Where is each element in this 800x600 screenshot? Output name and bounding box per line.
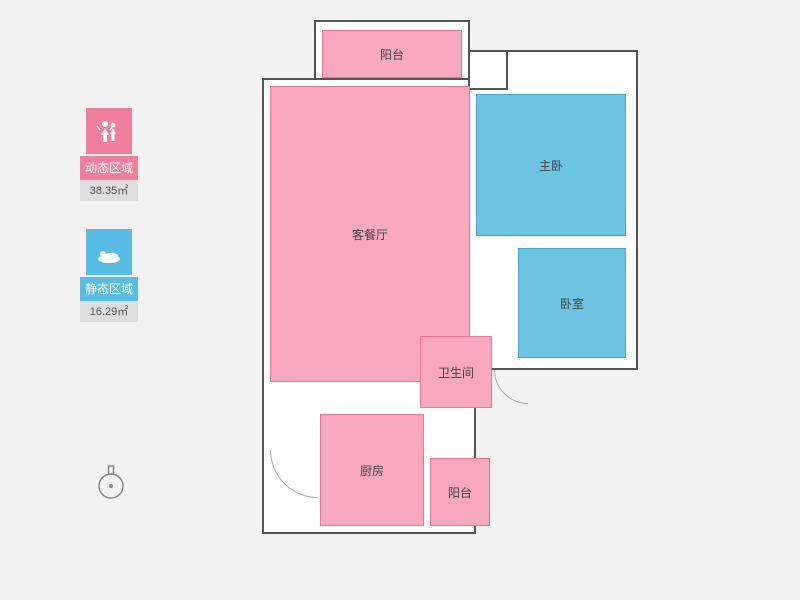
room-master: 主卧 xyxy=(476,94,626,236)
room-label: 阳台 xyxy=(448,484,472,501)
room-label: 主卧 xyxy=(539,157,563,174)
people-icon xyxy=(86,108,132,154)
room-bedroom: 卧室 xyxy=(518,248,626,358)
room-label: 卧室 xyxy=(560,295,584,312)
compass-icon xyxy=(94,462,128,496)
legend-dynamic-label: 动态区域 xyxy=(80,156,138,180)
door-arc xyxy=(494,370,528,404)
room-balcony_bot: 阳台 xyxy=(430,458,490,526)
room-label: 卫生间 xyxy=(438,364,474,381)
legend-dynamic-area: 38.35㎡ xyxy=(80,180,138,201)
legend-dynamic: 动态区域 38.35㎡ xyxy=(80,108,138,201)
room-label: 阳台 xyxy=(380,46,404,63)
legend-static: 静态区域 16.29㎡ xyxy=(80,229,138,322)
room-balcony_top: 阳台 xyxy=(322,30,462,78)
sleep-icon xyxy=(86,229,132,275)
room-label: 客餐厅 xyxy=(352,226,388,243)
legend-static-label: 静态区域 xyxy=(80,277,138,301)
room-bathroom: 卫生间 xyxy=(420,336,492,408)
floor-plan: 阳台客餐厅主卧卧室卫生间厨房阳台 xyxy=(262,20,682,550)
legend-panel: 动态区域 38.35㎡ 静态区域 16.29㎡ xyxy=(80,108,138,350)
room-label: 厨房 xyxy=(360,462,384,479)
legend-static-area: 16.29㎡ xyxy=(80,301,138,322)
wall-outline xyxy=(468,50,508,90)
room-kitchen: 厨房 xyxy=(320,414,424,526)
